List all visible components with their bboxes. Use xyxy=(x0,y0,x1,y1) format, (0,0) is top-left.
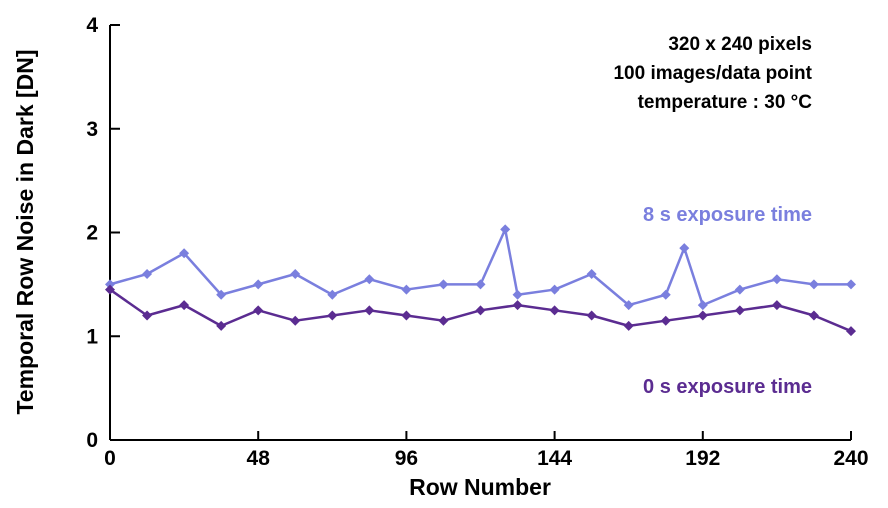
data-point xyxy=(771,300,782,311)
data-point xyxy=(734,284,745,295)
data-point xyxy=(438,315,449,326)
series-layer xyxy=(105,224,856,337)
data-point xyxy=(364,274,375,285)
data-point xyxy=(771,274,782,285)
data-point xyxy=(179,300,190,311)
y-tick-label: 4 xyxy=(86,14,98,37)
data-point xyxy=(512,300,523,311)
data-point xyxy=(500,224,511,235)
annotation-images-per-point: 100 images/data point xyxy=(613,63,812,84)
data-point xyxy=(105,279,115,290)
data-point xyxy=(438,279,449,290)
data-point xyxy=(290,315,301,326)
data-point xyxy=(475,305,486,316)
y-tick-label: 3 xyxy=(86,118,98,141)
data-point xyxy=(660,315,671,326)
data-point xyxy=(142,269,153,279)
data-point xyxy=(586,269,597,279)
x-tick-label: 0 xyxy=(104,447,116,470)
y-tick-label: 2 xyxy=(86,222,98,245)
data-point xyxy=(364,305,375,316)
data-point xyxy=(549,284,560,295)
data-point xyxy=(105,284,115,295)
series-label-0s: 0 s exposure time xyxy=(643,376,812,398)
annotation-resolution: 320 x 240 pixels xyxy=(668,34,812,55)
data-point xyxy=(586,310,597,321)
x-tick-label: 48 xyxy=(247,447,271,470)
data-point xyxy=(401,284,412,295)
annotation-temperature: temperature : 30 °C xyxy=(638,92,813,113)
data-point xyxy=(401,310,412,321)
data-point xyxy=(697,310,708,321)
plot-area: 0 48 96 144 192 240 0 1 2 3 4 xyxy=(86,14,868,470)
x-tick-label: 144 xyxy=(537,447,572,470)
data-point xyxy=(253,305,264,316)
series-0 xyxy=(105,224,856,311)
y-tick-label: 0 xyxy=(86,429,98,452)
y-tick-label: 1 xyxy=(86,325,98,348)
x-axis-ticks: 0 48 96 144 192 240 xyxy=(104,431,869,470)
y-axis-ticks: 0 1 2 3 4 xyxy=(86,14,120,452)
data-point xyxy=(846,279,856,290)
data-point xyxy=(290,269,301,279)
data-point xyxy=(549,305,560,316)
data-point xyxy=(808,279,819,290)
data-point xyxy=(142,310,153,321)
data-point xyxy=(697,300,708,311)
data-point xyxy=(475,279,486,290)
x-tick-label: 96 xyxy=(395,447,418,470)
data-point xyxy=(808,310,819,321)
data-point xyxy=(734,305,745,316)
x-tick-label: 192 xyxy=(685,447,720,470)
data-point xyxy=(623,300,634,311)
data-point xyxy=(623,320,634,331)
x-tick-label: 240 xyxy=(833,447,868,470)
data-point xyxy=(216,289,227,300)
data-point xyxy=(846,326,856,337)
data-point xyxy=(216,320,227,331)
x-axis-title: Row Number xyxy=(409,474,551,500)
data-point xyxy=(179,248,190,259)
data-point xyxy=(327,289,338,300)
data-point xyxy=(327,310,338,321)
series-1 xyxy=(105,284,856,337)
data-point xyxy=(679,243,690,254)
series-label-8s: 8 s exposure time xyxy=(643,204,812,226)
y-axis-title: Temporal Row Noise in Dark [DN] xyxy=(12,49,38,414)
data-point xyxy=(253,279,264,290)
data-point xyxy=(512,289,523,300)
data-point xyxy=(660,289,671,300)
